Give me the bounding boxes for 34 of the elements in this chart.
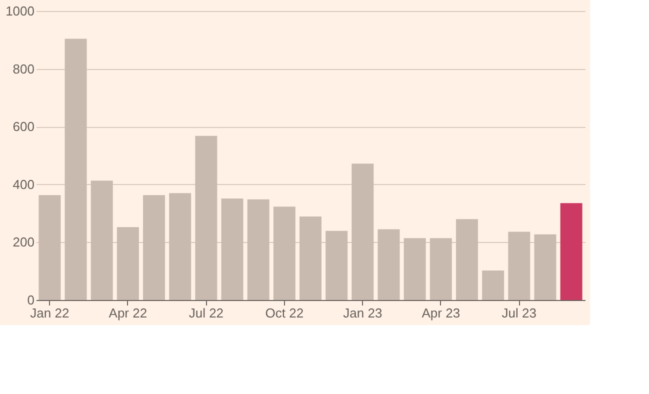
bar [169, 193, 192, 300]
bar [300, 216, 322, 300]
y-tick-label: 1000 [6, 4, 34, 18]
x-tick-label: Jan 22 [30, 306, 70, 320]
y-tick-label: 800 [12, 61, 34, 76]
bar [38, 195, 61, 300]
bar [116, 227, 139, 300]
bar [378, 229, 400, 300]
bar [404, 238, 426, 300]
bar [352, 164, 374, 300]
x-tick-label: Jan 23 [343, 306, 382, 320]
x-tick-label: Jul 22 [188, 306, 224, 320]
bar [247, 199, 270, 300]
bar [326, 230, 348, 300]
bar [64, 38, 87, 300]
y-tick-label: 600 [12, 119, 34, 134]
bar [560, 203, 582, 300]
y-tick-label: 200 [12, 234, 34, 250]
y-tick-label: 0 [27, 292, 34, 308]
x-tick-label: Jul 23 [502, 306, 536, 320]
bar [195, 136, 218, 300]
bar [456, 219, 478, 300]
bar [430, 238, 452, 300]
bar [534, 234, 556, 300]
bar [273, 206, 296, 300]
bar [508, 232, 530, 300]
x-tick-label: Apr 22 [108, 306, 148, 320]
x-tick-label: Apr 23 [422, 306, 460, 320]
bar [221, 198, 244, 300]
x-tick-label: Oct 22 [265, 306, 304, 320]
y-tick-label: 400 [12, 176, 34, 192]
bar [90, 180, 113, 300]
bar [143, 195, 166, 300]
bar [482, 270, 504, 300]
